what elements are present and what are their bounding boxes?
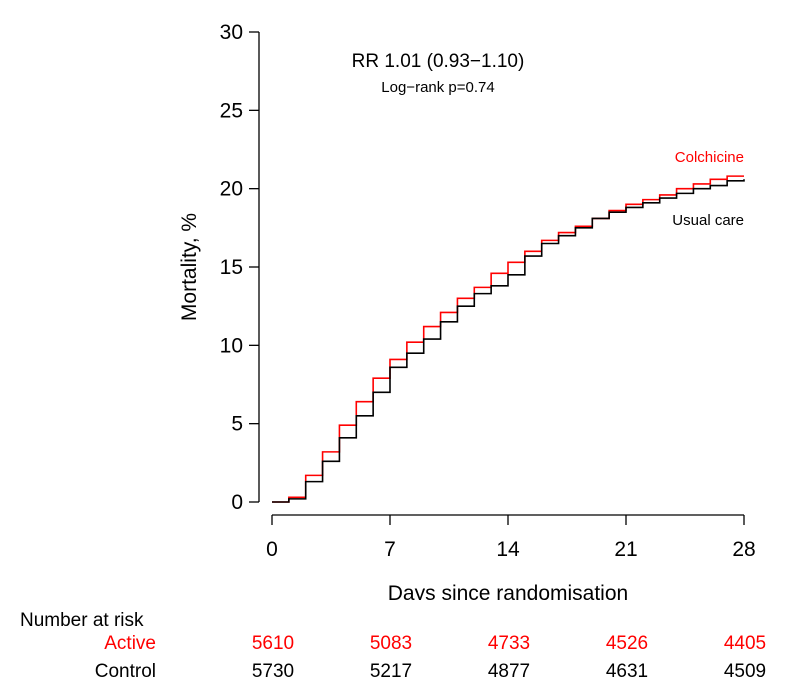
x-tick-label: 0 (266, 538, 278, 561)
y-tick-label: 15 (220, 256, 243, 279)
x-axis-label: Days since randomisation (388, 582, 628, 600)
risk-row-label-active: Active (104, 633, 156, 654)
risk-value: 4509 (723, 661, 767, 682)
risk-value: 4733 (487, 633, 531, 654)
series-line-usual-care (272, 179, 745, 503)
risk-value: 4526 (605, 633, 649, 654)
km-chart: 0 5 10 15 20 25 30 0 7 14 21 28 RR 1.01 (0.93−1.10)… (178, 21, 756, 600)
annotation-main: RR 1.01 (0.93−1.10) (352, 51, 525, 72)
risk-value: 4631 (605, 661, 649, 682)
series-label-colchicine: Colchicine (675, 149, 744, 166)
x-tick-label: 28 (732, 538, 755, 561)
y-tick-label: 30 (220, 21, 243, 44)
y-tick-label: 25 (220, 99, 243, 122)
risk-value: 5610 (251, 633, 295, 654)
series-label-usual-care: Usual care (672, 212, 744, 229)
x-tick-label: 14 (496, 538, 520, 561)
y-tick-label: 20 (220, 178, 243, 201)
risk-value: 5217 (369, 661, 413, 682)
x-tick-label: 7 (384, 538, 396, 561)
x-tick-label: 21 (614, 538, 637, 561)
series-layer (272, 175, 745, 503)
risk-value: 5730 (251, 661, 295, 682)
risk-table-title: Number at risk (20, 610, 144, 631)
y-tick-label: 0 (231, 491, 243, 514)
annotation-sub: Log−rank p=0.74 (381, 79, 494, 96)
risk-row-label-control: Control (94, 661, 156, 682)
axes: 0 5 10 15 20 25 30 0 7 14 21 28 (220, 21, 756, 561)
risk-value: 4877 (487, 661, 531, 682)
y-axis-label: Mortality, % (178, 213, 201, 321)
risk-value: 4405 (723, 633, 767, 654)
y-tick-label: 5 (231, 413, 243, 436)
y-tick-label: 10 (220, 334, 243, 357)
risk-value: 5083 (369, 633, 413, 654)
